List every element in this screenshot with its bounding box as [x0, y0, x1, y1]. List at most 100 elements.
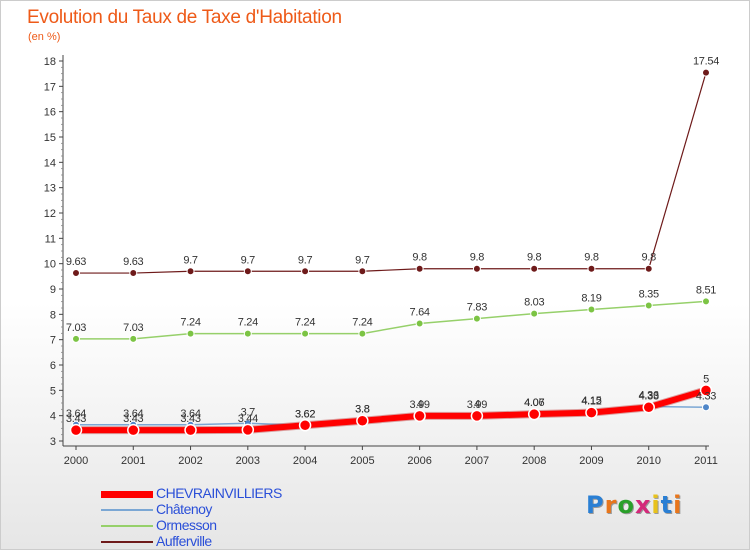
- data-point-aufferville: [358, 267, 367, 276]
- y-tick-label: 8: [50, 309, 56, 321]
- data-label-aufferville: 9.63: [66, 256, 86, 268]
- series-line-chevrainvilliers: [73, 387, 709, 434]
- x-tick-label: 2006: [407, 455, 431, 467]
- data-point-ch-tenoy: [702, 403, 710, 412]
- data-label-ormesson: 8.19: [581, 293, 601, 305]
- data-label-ormesson: 7.24: [352, 317, 372, 329]
- data-point-aufferville: [702, 68, 710, 77]
- logo-letter: o: [617, 491, 635, 519]
- data-label-chevrainvilliers: 3.43: [123, 413, 143, 425]
- data-label-ch-tenoy: 3.64: [66, 408, 86, 420]
- data-point-chevrainvilliers: [184, 423, 197, 437]
- data-point-ormesson: [358, 329, 367, 338]
- data-label-ch-tenoy: 4.36: [639, 390, 659, 402]
- legend-swatch-ormesson: [101, 525, 153, 527]
- data-label-chevrainvilliers: 3.62: [295, 408, 315, 420]
- data-label-chevrainvilliers: 3.8: [355, 404, 370, 416]
- data-label-aufferville: 9.8: [642, 252, 657, 264]
- data-point-aufferville: [186, 267, 195, 276]
- x-tick-label: 2004: [293, 455, 317, 467]
- logo-letter: P: [586, 491, 605, 519]
- data-point-chevrainvilliers: [356, 414, 369, 427]
- y-tick-label: 10: [44, 259, 56, 271]
- data-label-ormesson: 8.03: [524, 297, 544, 309]
- data-point-chevrainvilliers: [298, 419, 312, 432]
- data-label-ch-tenoy: 4.15: [581, 395, 601, 407]
- legend-label-chevrainvilliers: CHEVRAINVILLIERS: [156, 485, 282, 501]
- logo-letter: i: [651, 491, 661, 519]
- data-label-ormesson: 7.03: [123, 322, 143, 334]
- data-point-chevrainvilliers: [585, 406, 598, 419]
- y-tick-label: 14: [44, 157, 56, 169]
- data-point-ormesson: [72, 334, 80, 343]
- y-tick-label: 3: [50, 436, 56, 448]
- data-point-ormesson: [702, 297, 710, 306]
- y-tick-label: 5: [50, 385, 56, 397]
- x-tick-label: 2001: [121, 455, 145, 467]
- data-point-aufferville: [72, 269, 80, 278]
- x-tick-label: 2000: [64, 455, 88, 467]
- x-tick-label: 2005: [350, 455, 374, 467]
- y-tick-label: 9: [50, 284, 56, 296]
- data-point-aufferville: [415, 264, 424, 273]
- data-label-ch-tenoy: 3.8: [355, 404, 370, 416]
- data-label-ch-tenoy: 3.64: [123, 408, 143, 420]
- logo-letter: i: [673, 491, 683, 519]
- data-point-ormesson: [129, 334, 138, 343]
- data-label-ormesson: 7.24: [295, 317, 315, 329]
- data-label-aufferville: 9.63: [123, 256, 143, 268]
- data-point-aufferville: [243, 267, 252, 276]
- x-tick-label: 2003: [236, 455, 260, 467]
- data-label-chevrainvilliers: 5: [703, 373, 709, 385]
- data-label-ch-tenoy: 3.64: [180, 408, 200, 420]
- data-label-aufferville: 17.54: [693, 56, 719, 68]
- proxiti-logo: Proxiti: [586, 491, 682, 519]
- logo-letter: x: [634, 491, 652, 519]
- data-point-aufferville: [530, 264, 539, 273]
- data-label-aufferville: 9.8: [470, 252, 485, 264]
- data-label-ormesson: 7.64: [410, 306, 430, 318]
- y-tick-label: 16: [44, 107, 56, 119]
- data-label-chevrainvilliers: 3.99: [410, 399, 430, 411]
- data-label-ch-tenoy: 4.07: [524, 397, 544, 409]
- data-point-chevrainvilliers: [413, 409, 426, 423]
- y-tick-label: 15: [44, 132, 56, 144]
- chart-subtitle: (en %): [28, 31, 61, 43]
- data-label-chevrainvilliers: 3.44: [238, 413, 258, 425]
- data-point-ormesson: [186, 329, 195, 338]
- x-tick-label: 2011: [694, 455, 718, 467]
- data-label-chevrainvilliers: 4.33: [639, 390, 659, 402]
- data-point-ormesson: [415, 319, 424, 328]
- data-label-chevrainvilliers: 3.43: [66, 413, 86, 425]
- x-tick-label: 2009: [579, 455, 603, 467]
- data-point-chevrainvilliers: [470, 409, 484, 423]
- data-point-aufferville: [301, 267, 310, 276]
- data-label-aufferville: 9.7: [298, 254, 313, 266]
- chart-title: Evolution du Taux de Taxe d'Habitation: [27, 7, 342, 28]
- data-label-ch-tenoy: 4.33: [696, 390, 716, 402]
- x-tick-label: 2002: [178, 455, 202, 467]
- data-label-ormesson: 7.24: [238, 317, 258, 329]
- data-point-ormesson: [301, 329, 310, 338]
- data-label-ch-tenoy: 3.62: [295, 408, 315, 420]
- data-label-chevrainvilliers: 3.99: [467, 399, 487, 411]
- data-label-aufferville: 9.8: [412, 252, 427, 264]
- logo-letter: r: [604, 491, 618, 519]
- data-label-aufferville: 9.8: [584, 252, 599, 264]
- legend-label-ch-tenoy: Châtenoy: [156, 501, 212, 517]
- y-tick-label: 13: [44, 183, 56, 195]
- data-label-chevrainvilliers: 3.43: [180, 413, 200, 425]
- data-label-ormesson: 8.35: [639, 288, 659, 300]
- y-tick-label: 4: [50, 411, 56, 423]
- data-label-ch-tenoy: 4: [474, 399, 480, 411]
- data-label-ch-tenoy: 3.7: [241, 406, 256, 418]
- data-label-aufferville: 9.7: [241, 254, 256, 266]
- data-label-chevrainvilliers: 4.06: [524, 397, 544, 409]
- data-label-aufferville: 9.7: [355, 254, 370, 266]
- data-point-chevrainvilliers: [642, 401, 655, 414]
- y-tick-label: 18: [44, 56, 56, 68]
- data-point-ormesson: [530, 309, 539, 318]
- logo-letter: t: [660, 491, 674, 519]
- data-point-chevrainvilliers: [69, 423, 83, 437]
